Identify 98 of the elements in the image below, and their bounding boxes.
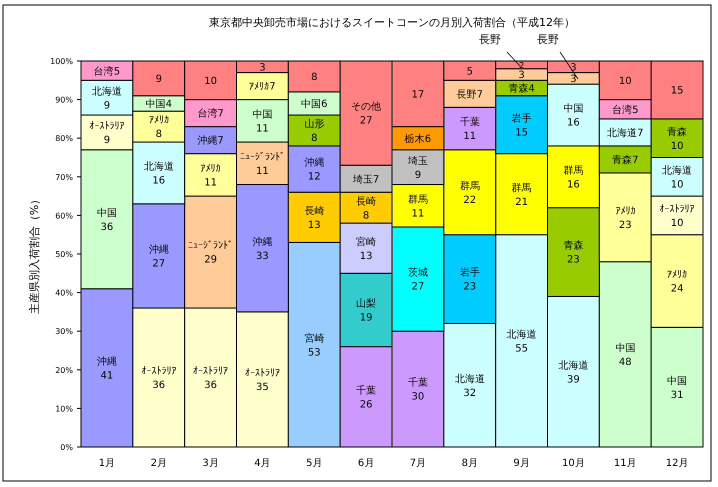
data-label: 沖縄 41 [96, 355, 117, 382]
data-label: 中国4 [146, 98, 172, 110]
y-tick-label: 20% [55, 366, 74, 375]
data-label: 長崎 13 [304, 204, 324, 231]
data-label: 中国 16 [563, 102, 584, 129]
data-label: 青森 23 [563, 240, 584, 266]
x-tick-label: 2月 [150, 458, 167, 469]
x-tick-label: 3月 [202, 458, 219, 469]
data-label: 沖縄7 [197, 134, 224, 147]
data-label: 北海道 32 [454, 372, 485, 399]
data-label: 中国 36 [96, 206, 117, 233]
x-tick-label: 10月 [562, 458, 585, 469]
data-label: 群馬 16 [563, 164, 584, 190]
data-label: ｱﾒﾘｶ 24 [667, 270, 688, 295]
y-tick-label: 50% [55, 250, 74, 259]
data-label: ﾆｭｰｼﾞﾗﾝﾄﾞ 29 [188, 240, 234, 266]
x-tick-label: 4月 [254, 458, 271, 469]
data-label: ｵｰｽﾄﾗﾘｱ 36 [141, 366, 176, 392]
y-tick-label: 40% [55, 288, 74, 298]
data-label: 3 [570, 62, 577, 74]
data-label: 3 [518, 70, 525, 82]
x-tick-label: 11月 [614, 458, 637, 469]
data-label: 中国6 [301, 98, 328, 110]
data-label: 台湾5 [94, 65, 120, 78]
data-label: 中国 31 [667, 374, 688, 401]
data-label: 北海道 55 [506, 328, 537, 354]
data-label: 10 [204, 76, 217, 87]
data-label: 長崎 8 [356, 195, 376, 222]
data-label: ｵｰｽﾄﾗﾘｱ 36 [193, 366, 228, 392]
data-label: 台湾7 [197, 108, 224, 120]
data-label: 長野7 [456, 89, 483, 100]
y-tick-label: 70% [55, 172, 74, 182]
data-label: 北海道 9 [92, 85, 122, 112]
data-label: 青森4 [508, 82, 535, 95]
y-tick-label: 60% [55, 211, 74, 220]
data-label: 中国 11 [252, 108, 272, 134]
data-label: ﾆｭｰｼﾞﾗﾝﾄﾞ 11 [240, 150, 285, 177]
data-label: 9 [156, 74, 162, 85]
x-tick-label: 5月 [306, 458, 322, 469]
data-label: 10 [618, 76, 632, 87]
data-label: 台湾5 [612, 104, 638, 116]
x-tick-label: 12月 [666, 458, 688, 469]
data-label: 千葉 30 [408, 376, 428, 403]
data-label: 沖縄 12 [304, 156, 324, 183]
data-label: ｱﾒﾘｶ 11 [200, 163, 221, 188]
chart-title: 東京都中央卸売市場におけるスイートコーンの月別入荷割合（平成12年） [209, 16, 575, 29]
data-label: 宮崎 53 [304, 332, 324, 358]
data-label: 岩手 23 [460, 266, 480, 293]
data-label: 青森 10 [667, 126, 688, 152]
y-tick-label: 10% [55, 404, 74, 414]
data-label: 埼玉7 [352, 173, 380, 186]
data-label: 17 [412, 89, 424, 100]
data-label: 茨城 27 [408, 266, 428, 293]
data-label: 中国 48 [615, 342, 636, 368]
data-label: 3 [259, 62, 266, 74]
data-label: 群馬 21 [512, 182, 532, 208]
data-label: 群馬 22 [460, 180, 480, 206]
y-tick-label: 80% [55, 134, 74, 144]
data-label: 千葉 26 [356, 384, 376, 410]
text: 長野 [479, 33, 501, 46]
data-label: 2 [518, 60, 524, 70]
data-label: 15 [670, 86, 684, 97]
y-tick-label: 0% [60, 443, 74, 452]
x-tick-label: 9月 [513, 458, 530, 469]
data-label: 千葉 11 [460, 116, 480, 142]
y-axis-title: 主産県別入荷割合（%） [28, 194, 41, 314]
data-label: ｵｰｽﾄﾗﾘｱ 10 [660, 204, 695, 229]
data-label: 北海道 16 [144, 160, 174, 187]
data-label: 埼玉 9 [406, 154, 428, 181]
data-label: ｱﾒﾘｶ 8 [148, 115, 169, 140]
data-label: 宮崎 13 [356, 236, 376, 262]
data-label: 北海道 10 [662, 164, 692, 190]
data-label: 群馬 11 [408, 193, 428, 220]
data-label: ｵｰｽﾄﾗﾘｱ 35 [244, 368, 280, 394]
data-label: 山梨 19 [356, 298, 376, 324]
data-label: 3 [570, 74, 577, 85]
data-label: ｱﾒﾘｶ7 [249, 82, 276, 93]
data-label: 沖縄 33 [252, 236, 272, 262]
y-tick-label: 30% [55, 327, 74, 336]
data-label: 青森7 [612, 154, 638, 166]
text: 長野 [537, 33, 559, 46]
data-label: ｱﾒﾘｶ 23 [615, 206, 636, 231]
data-label: その他 27 [351, 100, 382, 127]
data-label: ｵｰｽﾄﾗﾘｱ 9 [89, 121, 124, 146]
data-label: 北海道 39 [558, 359, 588, 386]
x-tick-label: 6月 [358, 458, 374, 469]
data-label: 8 [311, 72, 318, 84]
data-label: 岩手 15 [512, 112, 532, 138]
data-label: 5 [466, 66, 473, 78]
data-label: 栃木6 [404, 132, 432, 145]
x-tick-label: 7月 [410, 458, 426, 469]
y-tick-label: 90% [55, 96, 74, 105]
x-tick-label: 1月 [98, 458, 116, 469]
data-label: 山形 8 [304, 118, 324, 144]
x-tick-label: 8月 [462, 458, 478, 469]
y-tick-label: 100% [50, 57, 74, 66]
data-label: 沖縄 27 [148, 244, 169, 270]
data-label: 北海道7 [607, 127, 644, 140]
